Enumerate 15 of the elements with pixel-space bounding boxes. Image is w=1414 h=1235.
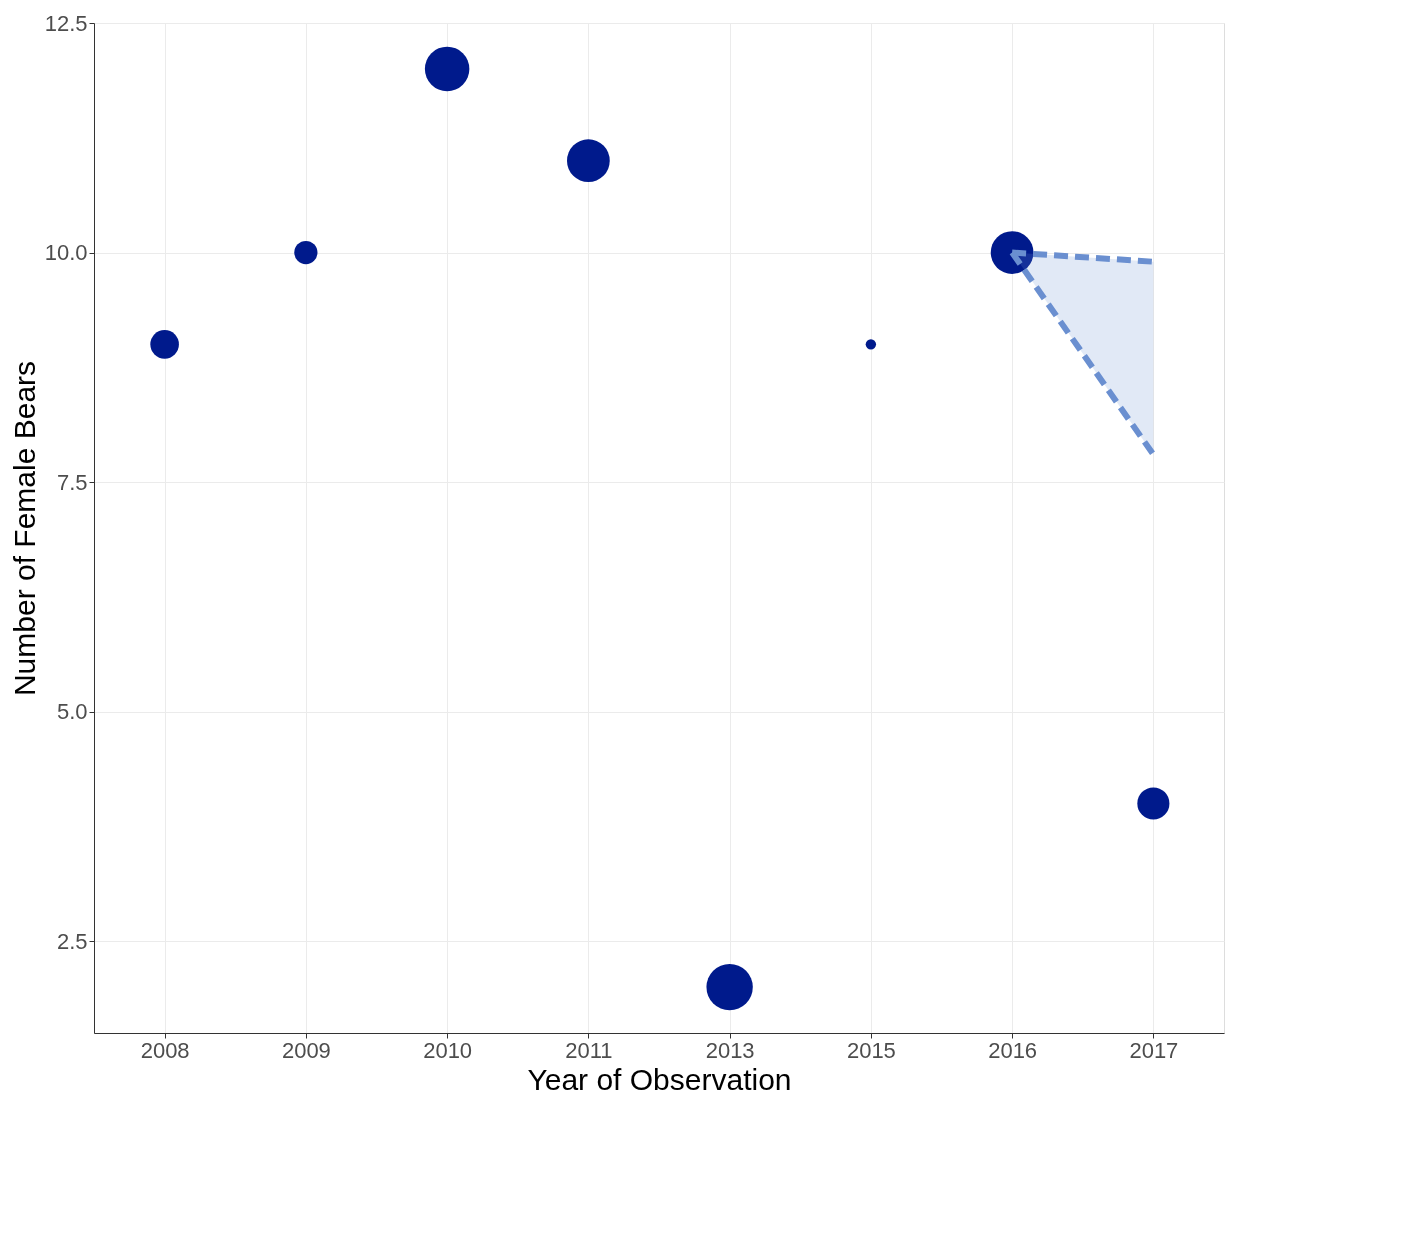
x-tick-label: 2013 xyxy=(705,1037,755,1063)
y-tick-label: 12.5 xyxy=(44,10,88,36)
x-tick-label: 2015 xyxy=(846,1037,896,1063)
y-tick-label: 7.5 xyxy=(56,469,88,495)
y-tick-label: 10.0 xyxy=(44,240,88,266)
x-tick-label: 2010 xyxy=(423,1037,473,1063)
x-tick-label: 2016 xyxy=(988,1037,1038,1063)
x-axis-title: Year of Observation xyxy=(527,1062,792,1096)
x-tick-label: 2017 xyxy=(1129,1037,1179,1063)
x-tick-label: 2011 xyxy=(565,1037,613,1063)
x-tick-label: 2008 xyxy=(140,1037,190,1063)
x-tick-label: 2009 xyxy=(281,1037,331,1063)
y-tick-label: 5.0 xyxy=(56,699,88,725)
y-tick-label: 2.5 xyxy=(56,928,88,954)
y-axis-title: Number of Female Bears xyxy=(7,360,41,697)
